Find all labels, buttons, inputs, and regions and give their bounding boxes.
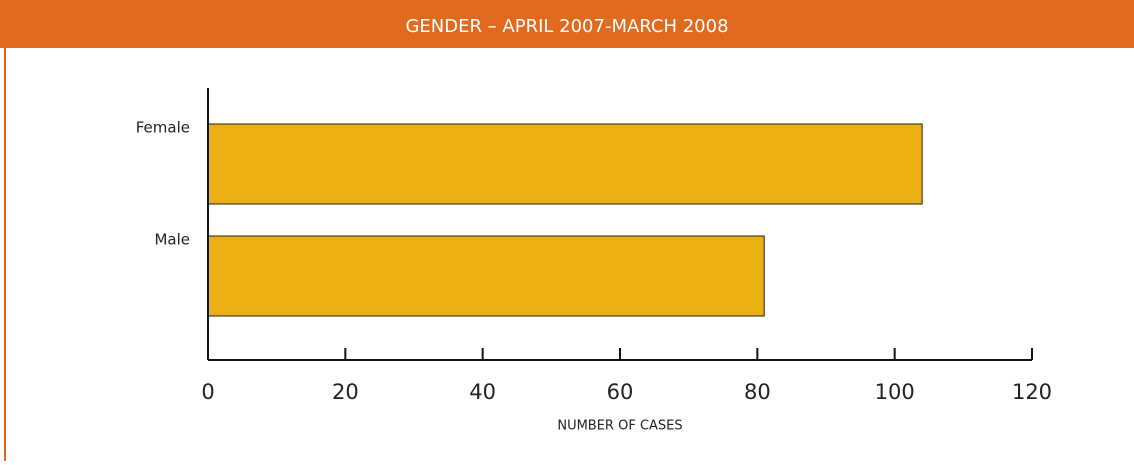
x-tick-label: 20 <box>332 380 359 404</box>
x-tick-label: 60 <box>607 380 634 404</box>
x-tick-label: 0 <box>201 380 214 404</box>
x-tick-label: 100 <box>875 380 915 404</box>
bar <box>207 235 765 317</box>
chart-title: GENDER – APRIL 2007-MARCH 2008 <box>405 16 728 37</box>
x-axis-label: NUMBER OF CASES <box>557 419 682 434</box>
x-tick-label: 120 <box>1012 380 1052 404</box>
y-tick-label: Female <box>136 119 190 137</box>
y-tick-label: Male <box>154 231 190 249</box>
header-band <box>0 0 1134 48</box>
bar <box>207 123 923 205</box>
x-tick-label: 80 <box>744 380 771 404</box>
x-tick-label: 40 <box>469 380 496 404</box>
